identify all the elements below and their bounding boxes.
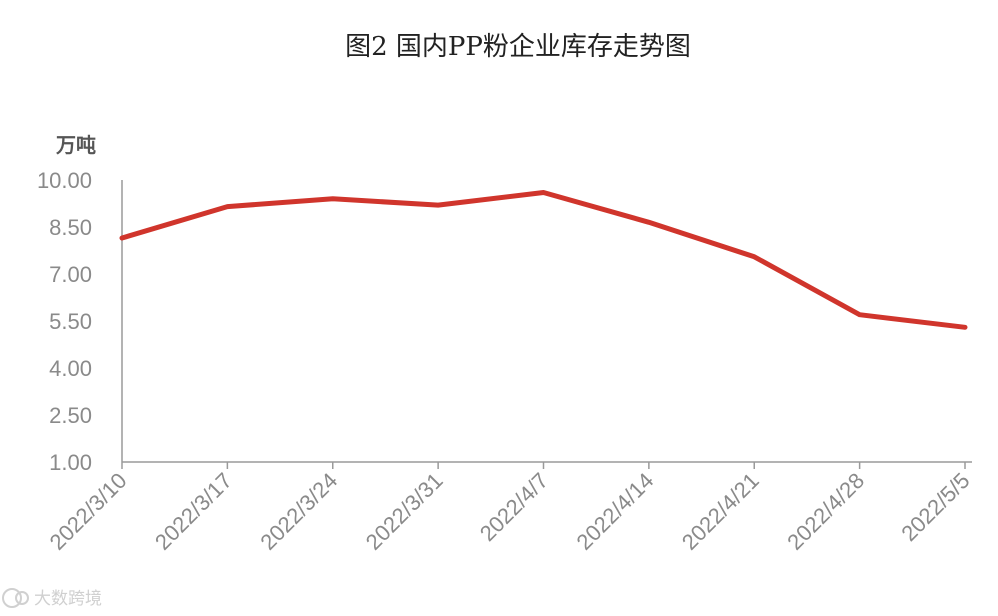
x-axis: 2022/3/10 2022/3/17 2022/3/24 2022/3/31 2022… xyxy=(45,468,975,555)
x-tick-label: 2022/3/24 xyxy=(255,468,342,555)
y-tick-label: 8.50 xyxy=(49,215,92,240)
watermark-text: 大数跨境 xyxy=(34,589,102,609)
x-tick-label: 2022/4/21 xyxy=(677,468,764,555)
x-tick-label: 2022/4/7 xyxy=(475,468,553,546)
y-tick-label: 7.00 xyxy=(49,262,92,287)
y-tick-label: 10.00 xyxy=(37,168,92,193)
series-line xyxy=(119,190,968,330)
x-tick-label: 2022/4/28 xyxy=(782,468,869,555)
x-tick-label: 2022/3/10 xyxy=(45,468,132,555)
y-tick-label: 2.50 xyxy=(49,403,92,428)
y-axis-unit-label: 万吨 xyxy=(55,133,96,157)
x-tick-label: 2022/5/5 xyxy=(896,468,974,546)
y-tick-label: 1.00 xyxy=(49,450,92,475)
x-tick-label: 2022/4/14 xyxy=(572,468,659,555)
y-tick-label: 5.50 xyxy=(49,309,92,334)
axes xyxy=(121,180,972,469)
series-layer xyxy=(119,190,968,330)
chart-title: 图2 国内PP粉企业库存走势图 xyxy=(345,32,691,62)
watermark: 大数跨境 xyxy=(2,588,102,609)
logo-icon xyxy=(2,588,29,608)
y-tick-label: 4.00 xyxy=(49,356,92,381)
x-tick-label: 2022/3/31 xyxy=(361,468,448,555)
y-axis: 10.00 8.50 7.00 5.50 4.00 2.50 1.00 xyxy=(37,168,92,475)
x-tick-label: 2022/3/17 xyxy=(150,468,237,555)
